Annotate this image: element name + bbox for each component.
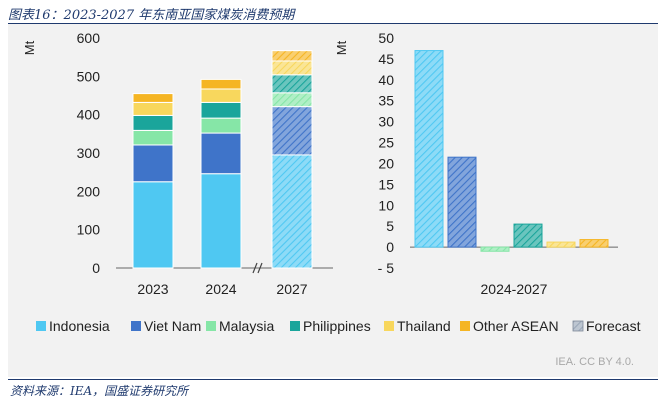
bar-segment-malaysia-2027: [271, 92, 313, 108]
bar-segment-thailand-2027: [271, 60, 313, 76]
legend-swatch-forecast: [572, 320, 584, 332]
left-y-axis-label: Mt: [22, 40, 37, 55]
legend-label-other: Other ASEAN: [473, 318, 559, 334]
legend-label-indonesia: Indonesia: [49, 318, 110, 334]
legend-label-vietnam: Viet Nam: [144, 318, 201, 334]
left-y-tick-label: 400: [77, 107, 101, 123]
bar-malaysia-change: [480, 246, 510, 252]
left-y-tick-label: 200: [77, 183, 101, 199]
left-y-tick-label: 100: [77, 222, 101, 238]
bar-segment-vietnam-2023: [132, 144, 174, 183]
right-y-tick-label: - 5: [378, 260, 395, 276]
left-y-tick-label: 0: [92, 260, 100, 276]
credit-text: IEA. CC BY 4.0.: [555, 356, 634, 368]
bar-segment-indonesia-2027: [271, 154, 313, 269]
legend-label-forecast: Forecast: [586, 318, 641, 334]
chart-canvas: Mt 0 100 200 300 400 500 600 2023 2024 2027 Mt - 5 0…: [22, 30, 641, 368]
right-y-tick-label: 10: [378, 197, 394, 213]
left-y-tick-label: 300: [77, 145, 101, 161]
right-y-tick-label: 20: [378, 155, 394, 171]
right-x-tick-label: 2024-2027: [481, 281, 548, 297]
legend-swatch-thailand: [384, 321, 394, 331]
right-y-tick-label: 30: [378, 114, 394, 130]
bar-indonesia-change: [414, 50, 444, 248]
legend-swatch-philippines: [290, 321, 300, 331]
source-note: 资料来源：IEA，国盛证券研究所: [10, 384, 189, 398]
left-x-tick-label: 2024: [205, 281, 236, 297]
right-change-bar-chart: Mt - 5 0 5 10 15 20 25 30 35 40 45 50 2024-2027: [334, 30, 618, 297]
right-y-tick-label: 40: [378, 72, 394, 88]
left-y-tick-label: 500: [77, 68, 101, 84]
bar-thailand-change: [546, 241, 576, 248]
axis-break-mark: [252, 262, 258, 274]
bar-segment-indonesia-2023: [132, 181, 174, 269]
bar-segment-other-2024: [200, 78, 242, 90]
bar-segment-philippines-2023: [132, 114, 174, 131]
legend-swatch-indonesia: [36, 321, 46, 331]
bar-segment-philippines-2024: [200, 101, 242, 119]
bar-philippines-change: [513, 223, 543, 248]
right-y-tick-label: 25: [378, 135, 394, 151]
legend-label-malaysia: Malaysia: [219, 318, 274, 334]
chart-panel: Mt 0 100 200 300 400 500 600 2023 2024 2027 Mt - 5 0…: [8, 24, 658, 377]
bar-segment-vietnam-2027: [271, 106, 313, 156]
right-y-axis-label: Mt: [334, 40, 349, 55]
left-x-tick-label: 2023: [137, 281, 168, 297]
right-y-tick-label: 0: [386, 239, 394, 255]
legend-swatch-malaysia: [206, 321, 216, 331]
legend-swatch-other: [460, 321, 470, 331]
left-y-tick-label: 600: [77, 30, 101, 46]
title-divider: [8, 23, 658, 24]
bar-segment-indonesia-2024: [200, 173, 242, 269]
bar-segment-thailand-2023: [132, 101, 174, 116]
bar-other-change: [579, 239, 609, 248]
bar-segment-other-2027: [271, 50, 313, 62]
left-x-tick-label: 2027: [276, 281, 307, 297]
page-title: 图表16：2023-2027 年东南亚国家煤炭消费预期: [8, 8, 295, 23]
legend-swatch-vietnam: [131, 321, 141, 331]
right-y-tick-label: 35: [378, 93, 394, 109]
legend-label-thailand: Thailand: [397, 318, 451, 334]
bar-segment-vietnam-2024: [200, 132, 242, 175]
bar-segment-malaysia-2023: [132, 129, 174, 146]
right-y-tick-label: 45: [378, 51, 394, 67]
footer-divider: [8, 379, 658, 380]
bar-vietnam-change: [447, 156, 477, 248]
axis-break-mark: [257, 262, 263, 274]
right-y-tick-label: 50: [378, 30, 394, 46]
right-y-tick-label: 5: [386, 218, 394, 234]
chart-legend: Indonesia Viet Nam Malaysia Philippines Thai…: [36, 318, 641, 334]
legend-label-philippines: Philippines: [303, 318, 371, 334]
left-stacked-bar-chart: Mt 0 100 200 300 400 500 600 2023 2024 2027: [22, 30, 333, 297]
right-y-tick-label: 15: [378, 176, 394, 192]
bar-segment-philippines-2027: [271, 74, 313, 94]
bar-segment-malaysia-2024: [200, 117, 242, 134]
bar-segment-other-2023: [132, 93, 174, 103]
bar-segment-thailand-2024: [200, 88, 242, 103]
